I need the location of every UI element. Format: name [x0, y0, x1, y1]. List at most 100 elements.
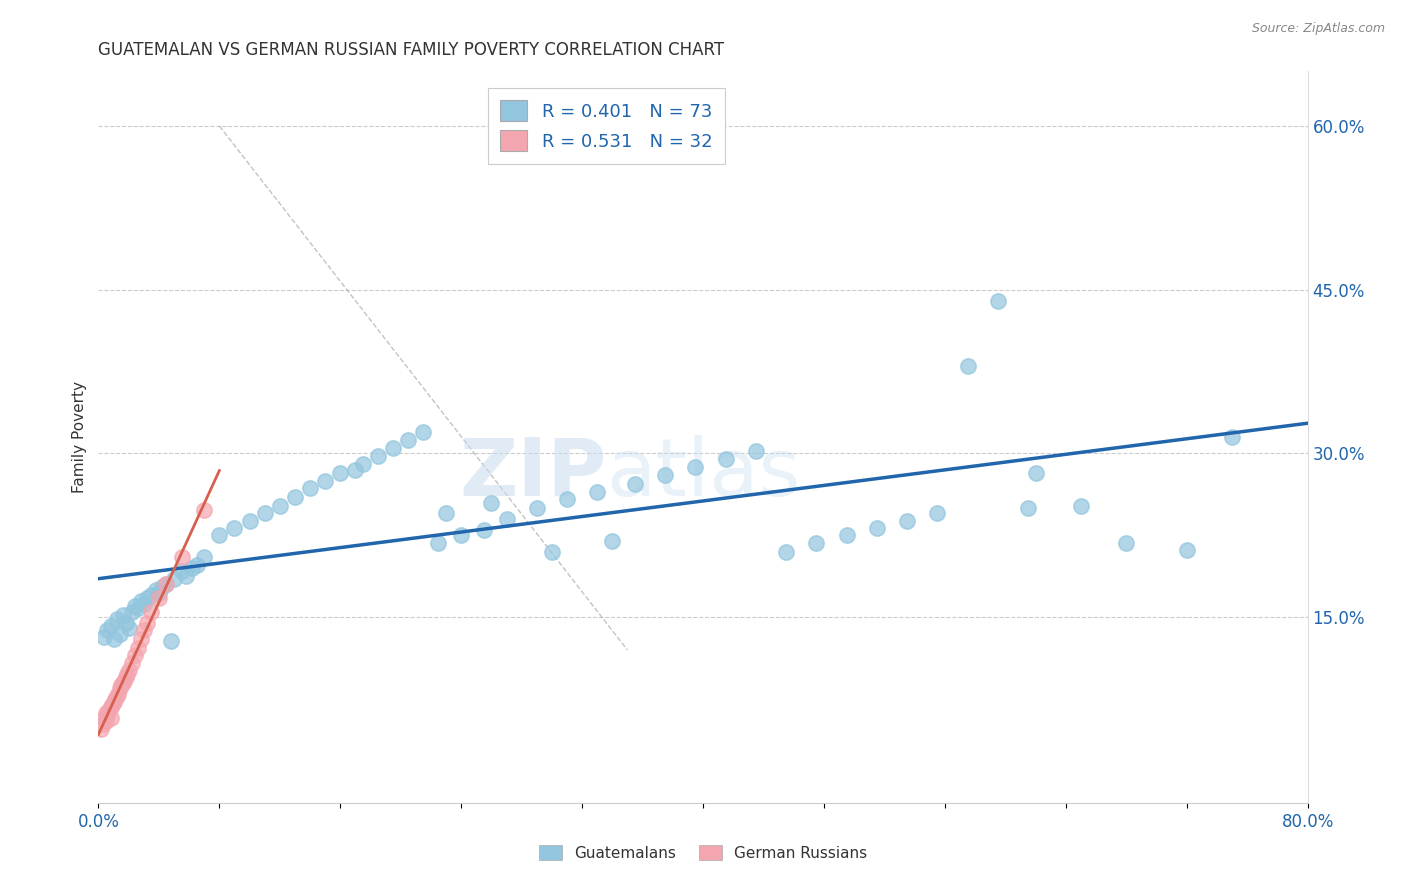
Point: [186, 558, 208, 572]
Point: [148, 591, 170, 605]
Point: [344, 463, 367, 477]
Point: [105, 612, 128, 626]
Point: [472, 523, 495, 537]
Point: [108, 681, 131, 695]
Point: [127, 640, 149, 655]
Point: [129, 594, 152, 608]
Point: [94, 706, 117, 721]
Point: [866, 521, 889, 535]
Point: [208, 528, 231, 542]
Point: [495, 512, 517, 526]
Point: [114, 615, 136, 630]
Point: [835, 528, 858, 542]
Point: [145, 582, 167, 597]
Point: [434, 507, 457, 521]
Point: [111, 675, 134, 690]
Y-axis label: Family Poverty: Family Poverty: [72, 381, 87, 493]
Point: [239, 514, 262, 528]
Point: [654, 468, 676, 483]
Point: [108, 626, 131, 640]
Point: [481, 495, 503, 509]
Point: [100, 711, 122, 725]
Point: [155, 577, 177, 591]
Point: [96, 624, 118, 638]
Text: Source: ZipAtlas.com: Source: ZipAtlas.com: [1251, 22, 1385, 36]
Point: [714, 451, 737, 466]
Point: [896, 514, 918, 528]
Point: [224, 521, 246, 535]
Text: atlas: atlas: [606, 434, 800, 513]
Point: [114, 670, 136, 684]
Point: [118, 663, 141, 677]
Point: [314, 474, 336, 488]
Point: [775, 545, 797, 559]
Point: [129, 632, 152, 646]
Point: [135, 591, 157, 605]
Point: [284, 490, 307, 504]
Point: [163, 572, 186, 586]
Point: [193, 503, 215, 517]
Point: [103, 632, 125, 646]
Point: [150, 580, 173, 594]
Point: [132, 624, 155, 638]
Text: GUATEMALAN VS GERMAN RUSSIAN FAMILY POVERTY CORRELATION CHART: GUATEMALAN VS GERMAN RUSSIAN FAMILY POVE…: [98, 41, 724, 59]
Point: [107, 687, 129, 701]
Point: [94, 714, 117, 728]
Point: [382, 441, 405, 455]
Point: [148, 586, 170, 600]
Point: [110, 678, 132, 692]
Point: [96, 708, 118, 723]
Point: [141, 588, 163, 602]
Legend: Guatemalans, German Russians: Guatemalans, German Russians: [531, 837, 875, 868]
Point: [103, 695, 125, 709]
Point: [352, 458, 374, 472]
Point: [93, 711, 115, 725]
Point: [1017, 501, 1039, 516]
Point: [111, 607, 134, 622]
Point: [104, 692, 127, 706]
Point: [181, 561, 204, 575]
Text: ZIP: ZIP: [458, 434, 606, 513]
Point: [602, 533, 624, 548]
Point: [118, 621, 141, 635]
Point: [141, 605, 163, 619]
Point: [806, 536, 828, 550]
Point: [127, 601, 149, 615]
Point: [412, 425, 434, 439]
Point: [526, 501, 548, 516]
Point: [193, 550, 215, 565]
Point: [586, 484, 609, 499]
Point: [329, 466, 352, 480]
Point: [745, 444, 768, 458]
Point: [367, 449, 389, 463]
Point: [121, 605, 143, 619]
Point: [299, 482, 322, 496]
Point: [555, 492, 578, 507]
Point: [927, 507, 949, 521]
Point: [1115, 536, 1137, 550]
Point: [396, 434, 419, 448]
Point: [160, 634, 183, 648]
Point: [155, 577, 177, 591]
Point: [685, 459, 707, 474]
Point: [98, 703, 121, 717]
Point: [624, 477, 647, 491]
Point: [987, 293, 1010, 308]
Point: [90, 722, 112, 736]
Point: [1175, 542, 1198, 557]
Point: [100, 619, 122, 633]
Point: [135, 615, 157, 630]
Point: [93, 630, 115, 644]
Point: [1220, 430, 1243, 444]
Point: [91, 717, 114, 731]
Point: [269, 499, 291, 513]
Point: [174, 568, 197, 582]
Point: [1024, 466, 1046, 480]
Point: [121, 656, 143, 670]
Point: [170, 550, 193, 565]
Point: [253, 507, 276, 521]
Point: [427, 536, 450, 550]
Point: [112, 673, 135, 688]
Point: [450, 528, 472, 542]
Point: [101, 698, 124, 712]
